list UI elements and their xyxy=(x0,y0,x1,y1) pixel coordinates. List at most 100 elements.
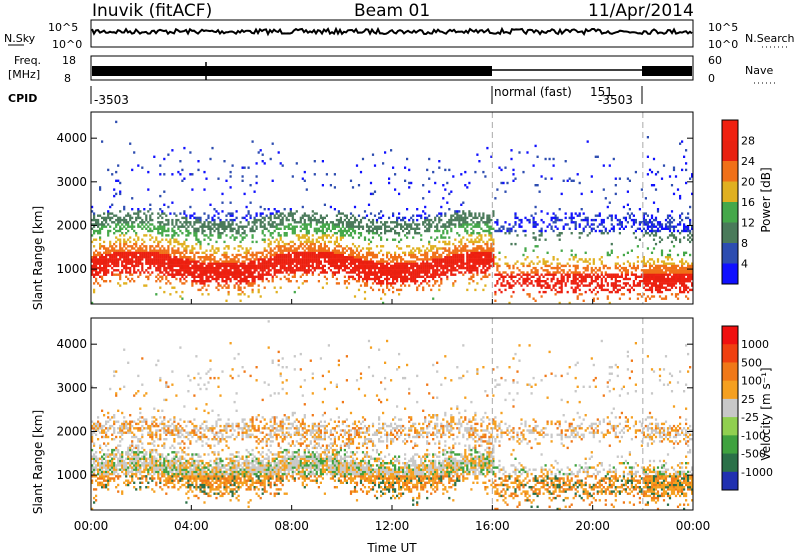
heatmap-cell xyxy=(518,151,521,154)
heatmap-cell xyxy=(586,275,589,278)
heatmap-cell xyxy=(323,232,326,235)
heatmap-cell xyxy=(127,251,130,254)
heatmap-cell xyxy=(123,251,126,254)
heatmap-cell xyxy=(259,223,262,226)
heatmap-cell xyxy=(600,229,603,233)
heatmap-cell xyxy=(436,262,439,265)
heatmap-cell xyxy=(418,247,421,250)
heatmap-cell xyxy=(500,282,503,285)
heatmap-cell xyxy=(163,225,166,228)
heatmap-cell xyxy=(386,286,389,289)
heatmap-cell xyxy=(139,251,142,254)
heatmap-cell xyxy=(93,245,96,248)
heatmap-cell xyxy=(622,269,625,272)
heatmap-cell xyxy=(410,260,413,263)
heatmap-cell xyxy=(394,238,397,241)
heatmap-cell xyxy=(432,284,435,287)
heatmap-cell xyxy=(207,242,210,246)
heatmap-cell xyxy=(576,214,579,217)
heatmap-cell xyxy=(668,223,672,226)
heatmap-cell xyxy=(323,223,326,226)
heatmap-cell xyxy=(375,221,379,224)
heatmap-cell xyxy=(331,273,334,276)
heatmap-cell xyxy=(247,266,250,270)
heatmap-cell xyxy=(153,253,156,257)
heatmap-cell xyxy=(181,179,184,182)
heatmap-cell xyxy=(420,214,423,217)
heatmap-cell xyxy=(562,275,565,278)
heatmap-cell xyxy=(243,256,246,259)
heatmap-cell xyxy=(291,229,294,233)
heatmap-cell xyxy=(119,277,122,281)
heatmap-cell xyxy=(171,236,174,239)
heatmap-cell xyxy=(225,280,228,283)
heatmap-cell xyxy=(115,245,118,248)
heatmap-cell xyxy=(644,212,647,215)
heatmap-cell xyxy=(291,175,294,178)
heatmap-cell xyxy=(624,271,627,274)
heatmap-cell xyxy=(367,249,371,252)
heatmap-cell xyxy=(173,232,176,235)
heatmap-cell xyxy=(490,264,493,268)
heatmap-cell xyxy=(550,262,553,265)
heatmap-cell xyxy=(219,262,222,265)
heatmap-cell xyxy=(668,288,672,292)
heatmap-cell xyxy=(119,216,122,220)
heatmap-cell xyxy=(177,262,180,265)
heatmap-cell xyxy=(303,249,306,252)
heatmap-cell xyxy=(560,288,563,292)
heatmap-cell xyxy=(590,223,593,226)
heatmap-cell xyxy=(257,290,260,294)
heatmap-cell xyxy=(434,273,437,276)
heatmap-cell xyxy=(556,277,559,281)
heatmap-cell xyxy=(580,277,583,281)
heatmap-cell xyxy=(195,262,198,265)
heatmap-cell xyxy=(217,249,220,252)
heatmap-cell xyxy=(261,264,264,268)
heatmap-cell xyxy=(159,256,162,259)
heatmap-cell xyxy=(201,256,204,259)
heatmap-cell xyxy=(119,251,122,254)
heatmap-cell xyxy=(450,218,453,222)
heatmap-cell xyxy=(656,229,660,233)
heatmap-cell xyxy=(269,249,272,252)
heatmap-cell xyxy=(349,264,353,268)
heatmap-cell xyxy=(380,260,383,263)
heatmap-cell xyxy=(476,282,479,285)
heatmap-cell xyxy=(241,260,244,263)
heatmap-cell xyxy=(460,247,463,250)
heatmap-cell xyxy=(448,240,451,244)
heatmap-cell xyxy=(309,253,312,257)
heatmap-cell xyxy=(574,212,577,215)
heatmap-cell xyxy=(582,229,585,233)
heatmap-cell xyxy=(263,273,266,276)
heatmap-cell xyxy=(668,229,672,233)
heatmap-cell xyxy=(396,223,399,226)
heatmap-cell xyxy=(428,242,431,246)
heatmap-cell xyxy=(283,245,286,248)
heatmap-cell xyxy=(293,247,296,250)
heatmap-cell xyxy=(402,216,405,220)
heatmap-cell xyxy=(378,216,381,220)
heatmap-cell xyxy=(157,242,160,246)
heatmap-cell xyxy=(193,253,196,257)
heatmap-cell xyxy=(472,273,475,276)
heatmap-cell xyxy=(506,227,509,230)
heatmap-cell xyxy=(406,269,409,272)
heatmap-cell xyxy=(650,227,654,230)
heatmap-cell xyxy=(111,271,114,274)
heatmap-cell xyxy=(380,221,383,224)
heatmap-cell xyxy=(281,218,284,222)
heatmap-cell xyxy=(197,269,200,272)
heatmap-cell xyxy=(323,216,326,220)
heatmap-cell xyxy=(317,262,320,265)
heatmap-cell xyxy=(275,216,278,220)
heatmap-cell xyxy=(540,232,543,235)
heatmap-cell xyxy=(650,264,654,268)
heatmap-cell xyxy=(149,223,152,226)
heatmap-cell xyxy=(187,264,190,268)
heatmap-cell xyxy=(147,253,150,257)
heatmap-cell xyxy=(159,194,162,198)
heatmap-cell xyxy=(289,271,292,274)
heatmap-cell xyxy=(171,273,174,276)
